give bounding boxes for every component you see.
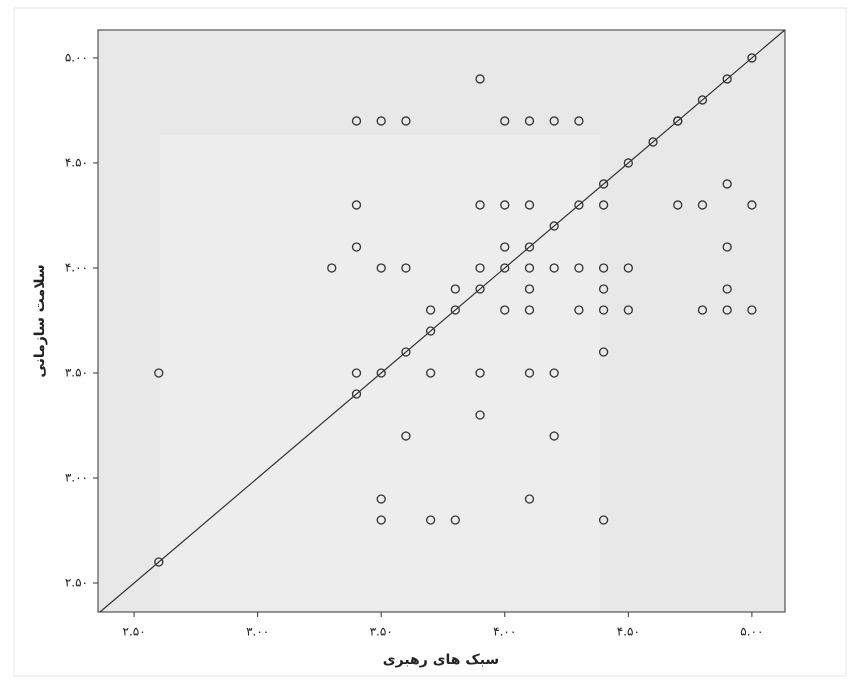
reference-line (99, 29, 786, 613)
point (747, 200, 757, 210)
point (524, 305, 535, 315)
point (500, 200, 510, 210)
point (524, 284, 535, 294)
x-tick-label: ۳.۰۰ (246, 625, 269, 639)
point (623, 263, 633, 273)
point (722, 305, 732, 315)
point (673, 200, 683, 210)
point (401, 347, 411, 357)
point (425, 305, 436, 315)
y-tick-label: ۴.۰۰ (65, 260, 88, 274)
point (524, 263, 535, 273)
point (376, 368, 386, 378)
point (376, 116, 386, 126)
point (401, 431, 411, 441)
point (722, 74, 732, 84)
point (574, 116, 584, 126)
y-tick-label: ۳.۰۰ (65, 470, 88, 484)
point (500, 116, 510, 126)
point (154, 557, 164, 567)
point (500, 242, 510, 252)
y-tick-label: ۳.۵۰ (65, 365, 88, 379)
watermark (160, 135, 600, 610)
point (425, 515, 436, 525)
y-tick-label: ۲.۵۰ (65, 576, 88, 590)
point (475, 410, 485, 420)
point (376, 515, 386, 525)
point (425, 368, 436, 378)
point (524, 116, 535, 126)
point (351, 389, 362, 399)
x-tick-label: ۴.۵۰ (617, 625, 640, 639)
point (351, 200, 362, 210)
point (574, 263, 584, 273)
point (351, 368, 362, 378)
point (425, 326, 436, 336)
point (598, 263, 609, 273)
point (623, 158, 633, 168)
x-axis-title: سبک های رهبری (383, 652, 499, 668)
point (376, 263, 386, 273)
point (351, 242, 362, 252)
point (450, 284, 460, 294)
point (500, 263, 510, 273)
point (697, 200, 708, 210)
x-tick-label: ۵.۰۰ (740, 625, 763, 639)
point (697, 305, 708, 315)
point (623, 305, 633, 315)
point (722, 179, 732, 189)
point (549, 221, 559, 231)
point (549, 116, 559, 126)
point (524, 200, 535, 210)
x-tick-label: ۳.۵۰ (370, 625, 393, 639)
point (598, 179, 609, 189)
point (697, 95, 708, 105)
x-tick-label: ۲.۵۰ (123, 625, 146, 639)
point (648, 137, 658, 147)
point (722, 242, 732, 252)
x-tick-label: ۴.۰۰ (493, 625, 516, 639)
point (598, 515, 609, 525)
point (154, 368, 164, 378)
point (524, 242, 535, 252)
point (450, 305, 460, 315)
point (598, 284, 609, 294)
point (450, 515, 460, 525)
point (549, 368, 559, 378)
point (475, 74, 485, 84)
point (747, 305, 757, 315)
point (351, 116, 362, 126)
point (327, 263, 337, 273)
point (549, 431, 559, 441)
point (524, 494, 535, 504)
point (673, 116, 683, 126)
point (598, 305, 609, 315)
point (401, 116, 411, 126)
point (475, 368, 485, 378)
point (747, 53, 757, 63)
point (598, 200, 609, 210)
point (500, 305, 510, 315)
point (574, 305, 584, 315)
point (524, 368, 535, 378)
point (549, 263, 559, 273)
point (475, 263, 485, 273)
point (574, 200, 584, 210)
point (376, 494, 386, 504)
point (475, 284, 485, 294)
y-axis-title: سلامت سازمانی (32, 264, 48, 377)
point (475, 200, 485, 210)
point (598, 347, 609, 357)
point (722, 284, 732, 294)
point (401, 263, 411, 273)
y-tick-label: ۴.۵۰ (65, 155, 88, 169)
y-tick-label: ۵.۰۰ (65, 50, 88, 64)
